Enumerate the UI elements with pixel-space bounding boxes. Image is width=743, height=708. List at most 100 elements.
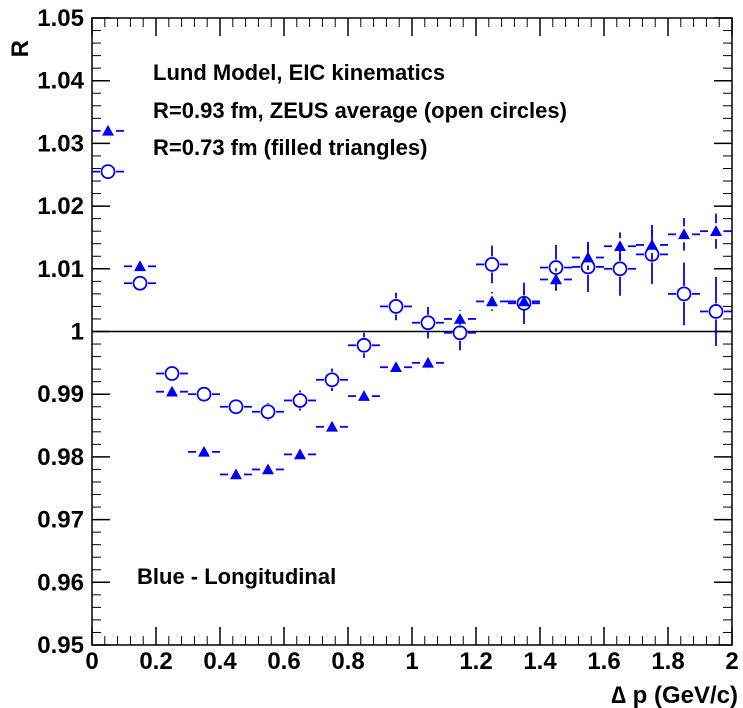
data-point bbox=[284, 390, 316, 411]
data-point bbox=[316, 368, 348, 392]
open-circle-marker bbox=[100, 164, 116, 180]
filled-triangle-marker bbox=[518, 295, 530, 307]
data-point bbox=[252, 402, 284, 421]
annotation-circles: R=0.93 fm, ZEUS average (open circles) bbox=[153, 98, 567, 123]
filled-triangle-marker bbox=[134, 260, 146, 272]
filled-triangle-marker bbox=[422, 356, 434, 368]
annotation-longitudinal: Blue - Longitudinal bbox=[137, 564, 336, 589]
open-circle-marker bbox=[132, 275, 148, 291]
series-layer bbox=[92, 124, 732, 480]
open-circle-marker bbox=[676, 286, 692, 302]
x-axis-title: ∆ p (GeV/c) bbox=[611, 682, 738, 708]
open-circle-marker bbox=[324, 372, 340, 388]
x-tick-label: 1.2 bbox=[459, 648, 492, 675]
data-point bbox=[220, 399, 252, 415]
data-point bbox=[700, 276, 732, 346]
filled-triangle-marker bbox=[550, 273, 562, 285]
data-point bbox=[380, 361, 412, 373]
data-point bbox=[412, 354, 444, 372]
x-tick-label: 0.2 bbox=[139, 648, 172, 675]
filled-triangle-marker bbox=[166, 385, 178, 397]
open-circle-marker bbox=[356, 337, 372, 353]
data-point bbox=[636, 229, 668, 261]
y-tick-label: 0.98 bbox=[37, 444, 84, 471]
filled-triangle-marker bbox=[678, 228, 690, 240]
x-tick-label: 2 bbox=[725, 648, 738, 675]
open-circle-marker bbox=[452, 325, 468, 341]
plot-frame bbox=[91, 17, 733, 646]
filled-triangle-marker bbox=[294, 448, 306, 460]
data-point bbox=[476, 291, 508, 311]
data-point bbox=[572, 244, 604, 271]
open-circle-marker bbox=[612, 261, 628, 277]
filled-triangle-marker bbox=[390, 361, 402, 373]
x-tick-label: 1.4 bbox=[523, 648, 557, 675]
open-circle-marker bbox=[548, 260, 564, 275]
data-point bbox=[668, 262, 700, 326]
filled-triangle-marker bbox=[454, 312, 466, 324]
open-circle-marker bbox=[260, 404, 276, 420]
open-circle-marker bbox=[292, 393, 308, 408]
y-tick-label: 1 bbox=[71, 319, 84, 346]
open-circle-marker bbox=[228, 399, 244, 415]
x-tick-label: 1.6 bbox=[587, 648, 620, 675]
y-tick-label: 1.01 bbox=[37, 256, 84, 283]
data-point bbox=[348, 390, 380, 401]
filled-triangle-marker bbox=[582, 251, 594, 263]
open-circle-marker bbox=[420, 315, 436, 331]
y-tick-label: 0.95 bbox=[37, 632, 84, 659]
open-circle-marker bbox=[196, 386, 212, 402]
data-point bbox=[604, 232, 636, 261]
filled-triangle-marker bbox=[614, 240, 626, 252]
y-tick-label: 0.97 bbox=[37, 507, 84, 534]
annotation-model: Lund Model, EIC kinematics bbox=[153, 60, 445, 85]
filled-triangle-marker bbox=[230, 468, 242, 480]
filled-triangle-marker bbox=[262, 463, 274, 475]
data-point bbox=[220, 468, 252, 480]
data-point bbox=[252, 463, 284, 475]
data-point bbox=[668, 218, 700, 251]
data-point bbox=[700, 213, 732, 249]
open-circle-marker bbox=[164, 366, 180, 381]
x-tick-label: 0.6 bbox=[267, 648, 300, 675]
y-tick-label: 0.99 bbox=[37, 381, 84, 408]
filled-triangle-marker bbox=[646, 238, 658, 250]
x-tick-label: 1 bbox=[405, 648, 418, 675]
filled-triangle-marker bbox=[326, 420, 338, 432]
data-point bbox=[348, 332, 380, 358]
data-point bbox=[124, 275, 156, 291]
data-point bbox=[92, 164, 124, 180]
data-point bbox=[444, 315, 476, 351]
data-point bbox=[188, 445, 220, 457]
filled-triangle-marker bbox=[486, 295, 498, 307]
x-tick-label: 0.4 bbox=[203, 648, 237, 675]
filled-triangle-marker bbox=[710, 225, 722, 236]
tick-labels: 0 0.2 0.4 0.6 0.8 1 1.2 1.4 1.6 1.8 2 0.95 0.96 0.97 0… bbox=[37, 5, 738, 675]
filled-triangle-marker bbox=[358, 390, 370, 401]
series-open-circle bbox=[92, 164, 732, 421]
data-point bbox=[508, 291, 540, 312]
data-point bbox=[156, 385, 188, 397]
data-point bbox=[412, 307, 444, 339]
data-point bbox=[476, 245, 508, 284]
filled-triangle-marker bbox=[102, 124, 114, 136]
data-point bbox=[92, 124, 124, 136]
data-point bbox=[188, 386, 220, 402]
x-tick-label: 0.8 bbox=[331, 648, 364, 675]
data-point bbox=[156, 366, 188, 381]
open-circle-marker bbox=[484, 257, 500, 272]
data-point bbox=[124, 260, 156, 272]
y-tick-label: 1.02 bbox=[37, 193, 84, 220]
y-tick-label: 1.03 bbox=[37, 130, 84, 157]
series-filled-triangle bbox=[92, 124, 732, 480]
x-tick-label: 0 bbox=[85, 648, 98, 675]
y-axis-title: R bbox=[7, 40, 34, 57]
annotation-triangles: R=0.73 fm (filled triangles) bbox=[153, 135, 427, 160]
y-tick-label: 0.96 bbox=[37, 569, 84, 596]
y-tick-label: 1.05 bbox=[37, 5, 84, 32]
data-point bbox=[540, 268, 572, 291]
filled-triangle-marker bbox=[198, 445, 210, 457]
data-point bbox=[444, 310, 476, 328]
